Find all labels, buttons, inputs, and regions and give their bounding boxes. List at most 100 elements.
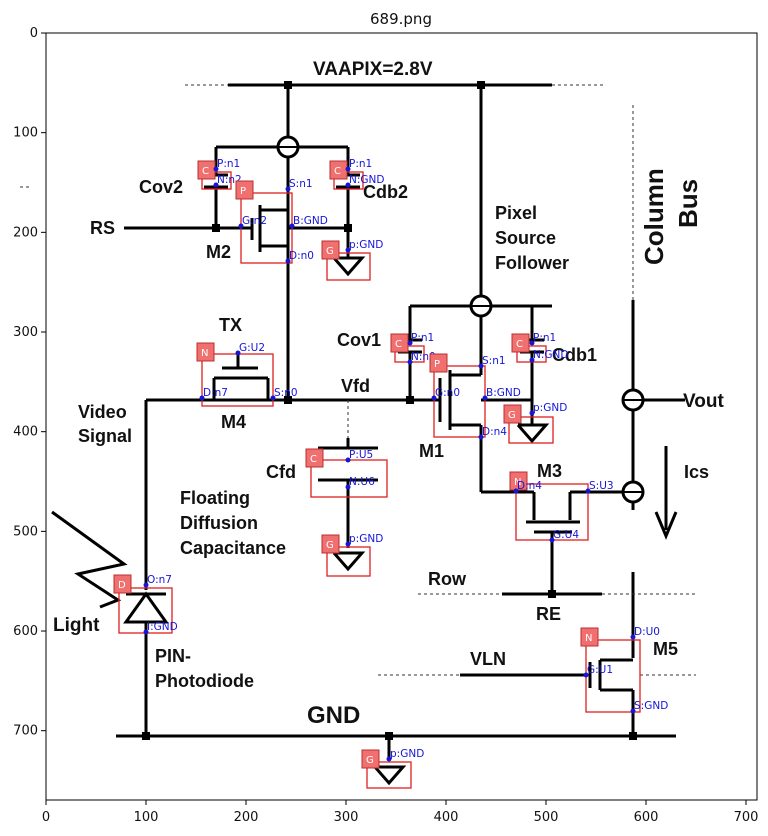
pin-label: P:n1 <box>533 332 556 344</box>
supply-label: VAAPIX=2.8V <box>313 59 433 80</box>
pin-label: p:GND <box>390 748 424 760</box>
pin-dot <box>270 395 276 401</box>
pin-label-2: Photodiode <box>155 671 254 691</box>
pin-label: G:n2 <box>242 215 267 227</box>
cov1-label: Cov1 <box>337 330 381 350</box>
pin-label: G:U4 <box>553 529 579 541</box>
video-label-2: Signal <box>78 426 132 446</box>
dashed-guides <box>20 84 696 676</box>
annotation-box <box>326 252 371 281</box>
m1-label: M1 <box>419 441 444 461</box>
annotation-m5: N D:U0 G:U1 S:GND <box>580 626 668 714</box>
junction-crosses <box>278 146 643 493</box>
pin-dot <box>238 223 244 229</box>
annotation-tag: P <box>240 186 246 197</box>
video-label-1: Video <box>78 402 127 422</box>
pin-dot <box>431 395 437 401</box>
annotation-pd: D O:n7 I:GND <box>113 574 178 635</box>
annotation-tag-box <box>509 471 528 491</box>
pin-dot <box>213 166 219 172</box>
pin-dot <box>549 537 555 543</box>
tx-label: TX <box>219 315 242 335</box>
y-tick-label: 0 <box>30 26 38 41</box>
psf-label-3: Follower <box>495 253 569 273</box>
annotation-cdb2: C P:n1 N:GND <box>329 158 384 190</box>
annotation-m4: N G:U2 D:n7 S:n0 <box>196 342 298 407</box>
m5-label: M5 <box>653 639 678 659</box>
psf-label-2: Source <box>495 228 556 248</box>
m3-label: M3 <box>537 461 562 481</box>
pin-label: N:GND <box>533 349 568 361</box>
pin-label: D:n4 <box>482 426 507 438</box>
annotation-tag-box <box>580 627 599 647</box>
annotation-g3: Gp:GND <box>321 533 383 577</box>
x-tick-label: 400 <box>434 810 459 825</box>
ics-label: Ics <box>684 462 709 482</box>
bus-label: Bus <box>673 179 703 228</box>
pin-label: O:n7 <box>147 574 172 586</box>
pin-dot <box>143 582 149 588</box>
ground-symbols <box>332 256 550 786</box>
cdb1-label: Cdb1 <box>552 345 597 365</box>
x-tick-label: 500 <box>534 810 559 825</box>
annotation-tag-box <box>503 404 522 424</box>
pin-dot <box>213 182 219 188</box>
pin-dot <box>289 223 295 229</box>
pin-dot <box>285 186 291 192</box>
pin-label: D:n7 <box>203 387 228 399</box>
pin-dot <box>482 395 488 401</box>
pin-dot <box>585 488 591 494</box>
annotation-cdb1: C P:n1 N:GND <box>511 332 568 363</box>
cfd-label: Cfd <box>266 462 296 482</box>
pin-label: p:GND <box>349 239 383 251</box>
pin-label: p:GND <box>533 402 567 414</box>
annotation-tag-box <box>305 448 324 468</box>
pin-dot <box>235 350 241 356</box>
annotation-g1: Gp:GND <box>321 239 383 281</box>
re-label: RE <box>536 604 561 624</box>
annotation-tag-box <box>511 333 530 353</box>
vfd-label: Vfd <box>341 376 370 396</box>
pin-label: D:n4 <box>517 480 542 492</box>
pin-label: P:n1 <box>349 158 372 170</box>
annotation-box <box>333 171 364 190</box>
m4-label: M4 <box>221 412 246 432</box>
fd-label-1: Floating <box>180 488 250 508</box>
annotation-tag-box <box>429 353 448 373</box>
annotation-m3: ND:n4 S:U3 G:U4 <box>509 471 614 543</box>
pin-label: D:n0 <box>289 250 314 262</box>
y-tick-label: 100 <box>13 126 38 141</box>
pin-label: S:n1 <box>289 178 313 190</box>
rs-label: RS <box>90 218 115 238</box>
annotation-cfd: C P:U5 N:U6 <box>305 448 388 498</box>
pin-dot <box>630 634 636 640</box>
annotation-tag: N <box>585 633 592 644</box>
light-bolt-icon <box>51 510 128 609</box>
annotation-tag: P <box>434 359 440 370</box>
x-tick-label: 700 <box>734 810 759 825</box>
y-tick-label: 400 <box>13 425 38 440</box>
annotation-cov1: CP:n1N:n0 <box>390 332 436 365</box>
pin-dot <box>143 629 149 635</box>
vln-label: VLN <box>470 649 506 669</box>
pin-dot <box>285 258 291 264</box>
annotation-box <box>433 365 486 438</box>
annotation-tag: C <box>516 339 523 350</box>
y-axis: 0 100 200 300 400 500 600 700 <box>13 26 46 739</box>
pin-label: p:GND <box>349 533 383 545</box>
light-label: Light <box>53 615 100 636</box>
x-tick-label: 0 <box>42 810 50 825</box>
x-tick-label: 100 <box>134 810 159 825</box>
x-tick-label: 200 <box>234 810 259 825</box>
pin-label: G:U1 <box>587 664 613 676</box>
annotation-tag: G <box>366 755 374 766</box>
junction-nodes <box>142 81 637 740</box>
y-tick-label: 600 <box>13 624 38 639</box>
pin-dot <box>386 756 392 762</box>
annotation-box <box>508 416 554 444</box>
pin-label: G:U2 <box>239 342 265 354</box>
pin-label: I:GND <box>147 621 178 633</box>
annotation-box <box>201 171 232 190</box>
annotation-tag-box <box>196 342 215 362</box>
annotation-tag-box <box>235 180 254 200</box>
